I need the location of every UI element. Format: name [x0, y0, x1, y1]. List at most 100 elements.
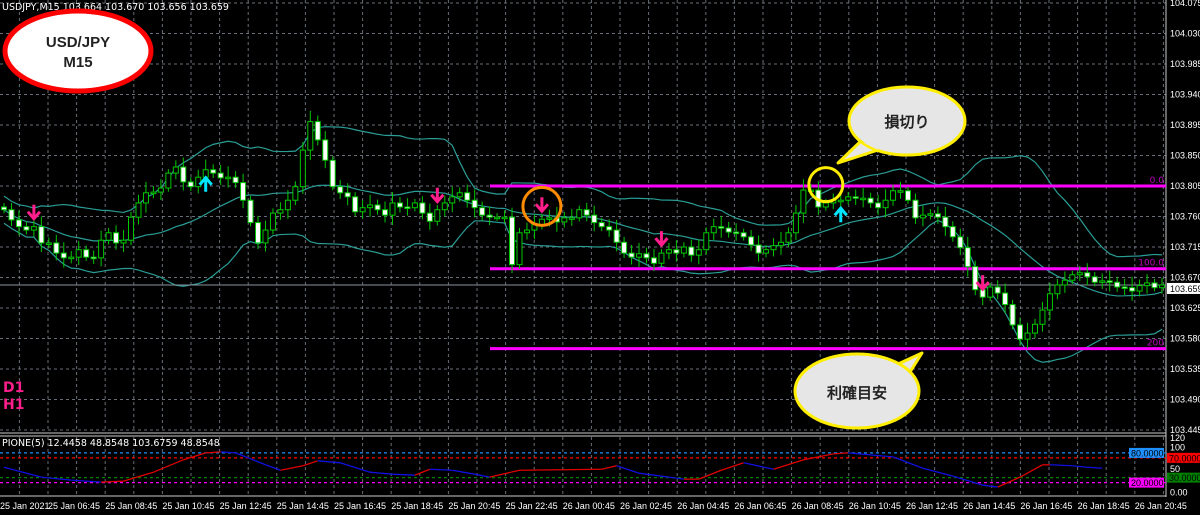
price-tick-label: 103.940	[1170, 90, 1200, 100]
osc-line-segment	[743, 462, 774, 470]
level-lines[interactable]: 0.0 100.0 200	[490, 176, 1166, 351]
osc-line-segment	[997, 476, 1021, 488]
stop-loss-label: 損切り	[884, 113, 929, 131]
bearish-candle	[509, 216, 516, 266]
bullish-candle	[1031, 323, 1038, 334]
stop-loss-callout: 損切り	[836, 85, 967, 165]
bearish-candle	[718, 226, 725, 229]
bullish-candle	[987, 286, 994, 298]
bearish-candle	[621, 241, 628, 254]
bearish-candle	[337, 186, 344, 194]
bullish-candle	[434, 209, 441, 222]
osc-line-segment	[452, 469, 475, 475]
entry-highlight-circle	[521, 185, 563, 227]
bullish-candle	[890, 190, 897, 201]
bullish-candle	[277, 209, 284, 214]
time-tick-label: 26 Jan 02:45	[620, 501, 672, 511]
bearish-candle	[688, 246, 695, 256]
osc-level-label: 80.0000	[1131, 448, 1164, 458]
price-tick-label: 103.670	[1170, 273, 1200, 283]
osc-line-segment	[848, 452, 871, 456]
osc-level-box	[1129, 447, 1164, 458]
bullish-candle	[75, 249, 82, 258]
sell-arrow-icon	[654, 231, 669, 248]
bullish-candle	[1144, 282, 1151, 287]
bearish-candle	[606, 226, 613, 231]
osc-line-segment	[317, 460, 341, 464]
time-tick-label: 25 Jan 2021	[0, 501, 50, 511]
osc-tick-label: 50	[1170, 464, 1180, 474]
bullish-candle	[225, 176, 232, 180]
osc-line-segment	[153, 459, 184, 473]
timeframe-d1: D1	[3, 380, 24, 396]
bearish-candle	[352, 196, 359, 213]
bearish-candle	[396, 202, 403, 208]
bearish-candle	[255, 222, 262, 244]
bullish-candle	[128, 216, 135, 241]
symbol-info: USDJPY,M15 103.664 103.670 103.656 103.6…	[2, 2, 229, 13]
bullish-candle	[568, 217, 575, 220]
time-tick-label: 25 Jan 12:45	[220, 501, 272, 511]
bearish-candle	[1129, 287, 1136, 292]
bullish-candle	[919, 214, 926, 219]
bullish-candle	[30, 226, 37, 231]
bullish-candle	[703, 232, 710, 251]
osc-line-segment	[1049, 464, 1073, 467]
time-tick-label: 26 Jan 20:45	[1135, 501, 1187, 511]
bearish-candle	[591, 214, 598, 224]
bearish-candle	[322, 139, 329, 161]
osc-line-segment	[616, 465, 640, 474]
sell-arrow-icon	[430, 187, 445, 205]
time-tick-label: 26 Jan 14:45	[963, 501, 1015, 511]
bearish-candle	[1002, 292, 1009, 306]
bearish-candle	[740, 232, 747, 238]
bullish-candle	[157, 187, 164, 193]
bullish-candle	[1159, 284, 1165, 289]
osc-level-label: 20.0000	[1131, 478, 1164, 488]
bullish-candle	[860, 197, 867, 201]
buy-arrow-icon	[833, 205, 848, 223]
bullish-candle	[770, 245, 777, 251]
osc-line-segment	[71, 479, 102, 483]
bearish-candle	[232, 176, 239, 184]
bullish-candle	[516, 232, 523, 266]
bearish-candle	[972, 266, 979, 291]
pair-badge: USD/JPY M15	[2, 8, 154, 94]
bearish-candle	[1, 206, 7, 211]
bullish-candle	[150, 191, 157, 195]
bearish-candle	[912, 199, 919, 219]
osc-line-segment	[429, 468, 453, 471]
osc-line-segment	[698, 469, 722, 480]
bullish-candle	[1061, 279, 1068, 286]
price-tick-label: 103.985	[1170, 59, 1200, 69]
bullish-candle	[665, 249, 672, 254]
bearish-candle	[673, 249, 680, 254]
bullish-candle	[1069, 274, 1076, 281]
time-tick-label: 26 Jan 16:45	[1020, 501, 1072, 511]
bearish-candle	[725, 227, 732, 233]
price-tick-label: 103.715	[1170, 242, 1200, 252]
bearish-candle	[1151, 282, 1158, 289]
bullish-candle	[1039, 309, 1046, 325]
osc-line-segment	[370, 471, 393, 475]
price-tick-label: 103.760	[1170, 212, 1200, 222]
osc-line-segment	[922, 467, 953, 477]
bearish-candle	[38, 226, 45, 244]
osc-line-segment	[892, 456, 924, 469]
bullish-candle	[142, 192, 149, 204]
time-tick-label: 26 Jan 18:45	[1078, 501, 1130, 511]
bullish-candle	[389, 202, 396, 216]
osc-level-box	[1129, 477, 1164, 488]
osc-line-segment	[982, 484, 998, 488]
bullish-candle	[523, 229, 530, 234]
time-tick-label: 25 Jan 10:45	[162, 501, 214, 511]
bearish-candle	[1114, 281, 1121, 288]
bearish-candle	[382, 209, 389, 216]
osc-line-segment	[414, 468, 431, 476]
level-label: 0.0	[1150, 176, 1165, 186]
price-tick-label: 104.030	[1170, 29, 1200, 39]
osc-line-segment	[519, 468, 602, 471]
osc-line-segment	[721, 462, 744, 471]
